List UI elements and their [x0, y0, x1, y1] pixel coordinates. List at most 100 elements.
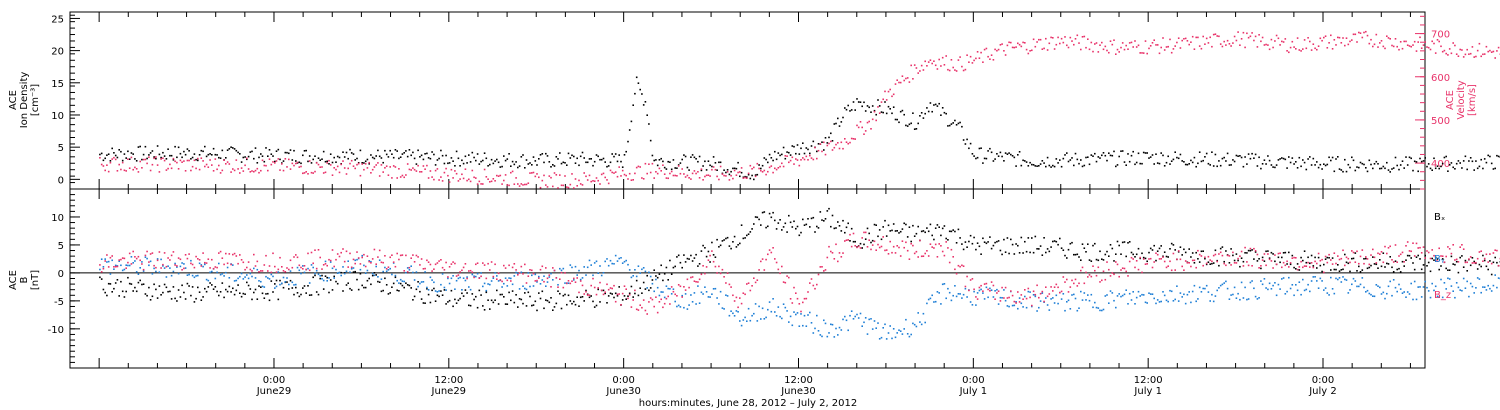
data-point [1233, 259, 1236, 262]
data-point [258, 156, 260, 159]
data-point [378, 155, 381, 158]
data-point [1412, 44, 1414, 46]
data-point [471, 151, 474, 154]
data-point [436, 291, 439, 293]
data-point [114, 265, 117, 268]
data-point [253, 267, 255, 270]
data-point [711, 168, 713, 171]
data-point [1052, 297, 1054, 299]
data-point [364, 286, 367, 289]
data-point [391, 273, 393, 276]
data-point [807, 291, 809, 293]
data-point [522, 285, 524, 287]
data-point [363, 286, 365, 289]
data-point [100, 152, 103, 155]
data-point [1426, 250, 1428, 252]
data-point [242, 156, 245, 159]
data-point [106, 294, 108, 297]
data-point [109, 256, 112, 259]
data-point [1323, 263, 1325, 266]
data-point [557, 187, 559, 189]
data-point [737, 161, 739, 164]
data-point [749, 319, 752, 322]
data-point [824, 322, 827, 325]
data-point [338, 156, 341, 159]
data-point [1076, 158, 1079, 161]
data-point [1017, 154, 1019, 156]
data-point [1335, 44, 1337, 46]
data-point [1268, 257, 1271, 259]
data-point [289, 149, 292, 151]
data-point [1254, 153, 1257, 156]
data-point [894, 83, 897, 85]
data-point [524, 167, 526, 169]
data-point [496, 278, 498, 280]
data-point [838, 225, 841, 227]
data-point [1106, 294, 1108, 296]
data-point [1132, 150, 1134, 153]
data-point [1158, 301, 1161, 303]
data-point [135, 257, 138, 260]
data-point [111, 259, 113, 262]
data-point [1389, 171, 1391, 173]
data-point [693, 257, 696, 259]
data-point [230, 171, 232, 173]
data-point [1174, 151, 1176, 153]
data-point [581, 284, 584, 287]
data-point [176, 300, 178, 302]
data-point [1188, 248, 1190, 250]
data-point [232, 264, 234, 266]
data-point [812, 216, 815, 219]
data-point [786, 231, 788, 233]
data-point [349, 287, 351, 290]
data-point [102, 267, 105, 270]
data-point [114, 154, 117, 157]
axis-label-line: [cm⁻³] [30, 84, 41, 116]
data-point [1392, 261, 1395, 263]
data-point [1027, 52, 1030, 55]
data-point [1427, 46, 1430, 49]
data-point [475, 263, 477, 266]
data-point [920, 230, 923, 233]
data-point [952, 294, 954, 297]
data-point [1127, 242, 1129, 244]
data-point [1081, 165, 1084, 168]
data-point [913, 128, 916, 130]
data-point [1239, 265, 1241, 268]
data-point [1261, 256, 1264, 259]
data-point [1095, 160, 1098, 163]
data-point [1160, 258, 1162, 260]
data-point [499, 293, 502, 296]
data-point [135, 290, 138, 293]
data-point [571, 173, 573, 175]
data-point [983, 241, 986, 243]
data-point [1163, 251, 1166, 253]
data-point [1424, 280, 1426, 283]
data-point [366, 167, 369, 169]
data-point [1286, 263, 1288, 265]
data-point [789, 154, 792, 156]
data-point [803, 224, 806, 226]
data-point [920, 323, 923, 326]
data-point [293, 164, 295, 167]
data-point [641, 93, 643, 95]
data-point [183, 150, 185, 153]
data-point [1237, 155, 1239, 157]
data-point [218, 156, 220, 159]
data-point [866, 246, 869, 248]
data-point [308, 155, 311, 157]
data-point [1184, 163, 1187, 166]
data-point [1025, 297, 1028, 300]
data-point [927, 255, 930, 257]
data-point [1193, 262, 1196, 264]
data-point [819, 211, 822, 213]
data-point [546, 281, 549, 283]
data-point [1317, 252, 1320, 255]
data-point [562, 286, 565, 289]
data-point [919, 115, 921, 117]
data-point [462, 266, 465, 269]
data-point [1123, 48, 1126, 51]
data-point [417, 149, 419, 152]
data-point [295, 283, 297, 286]
data-point [1055, 240, 1058, 243]
